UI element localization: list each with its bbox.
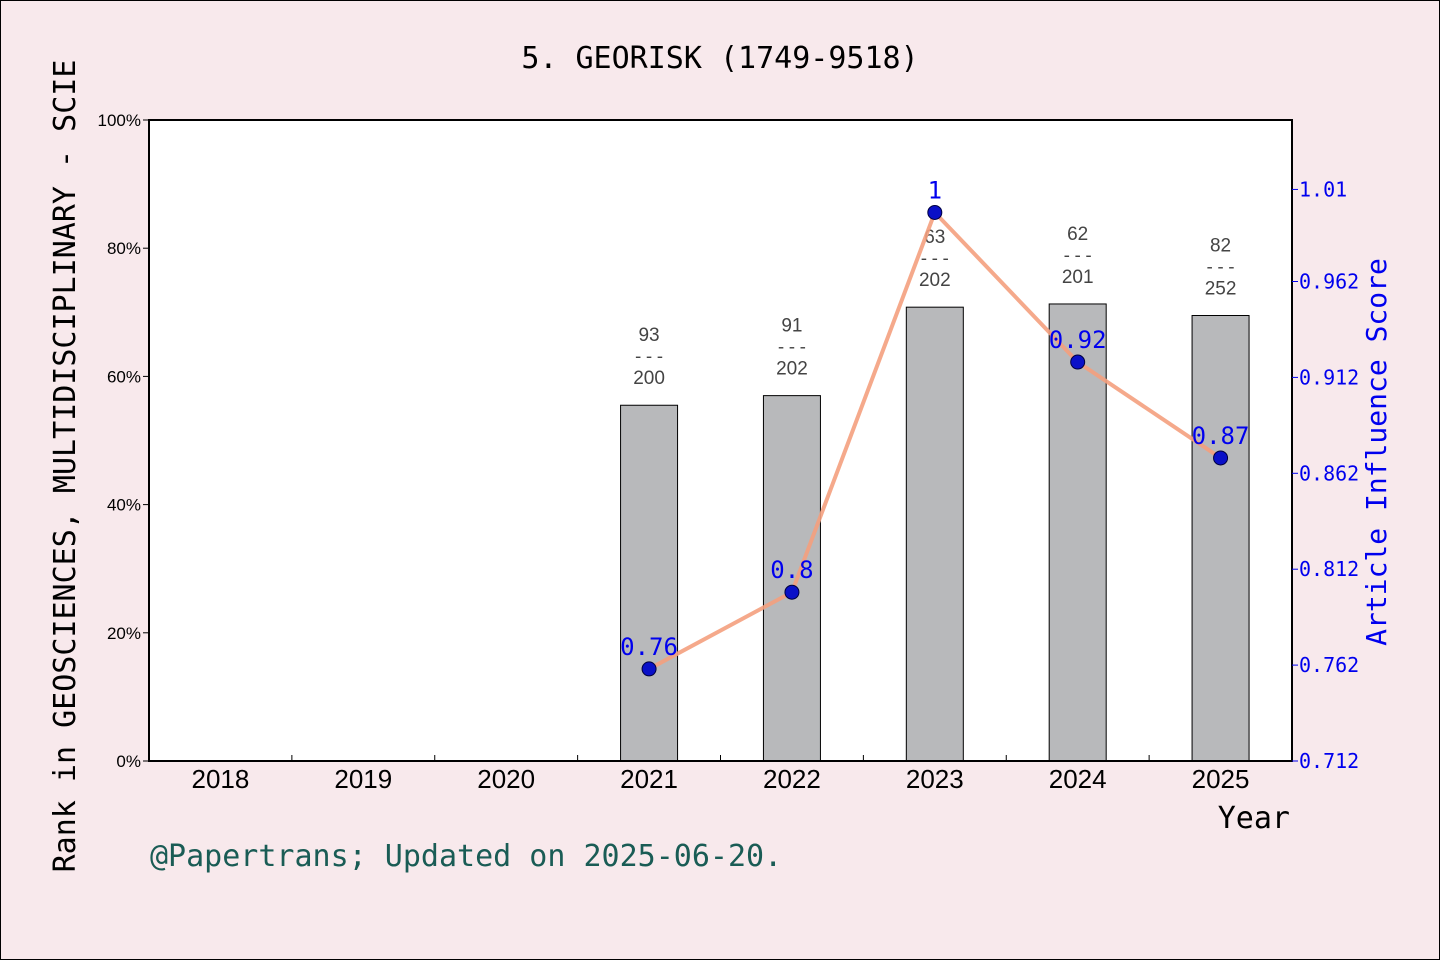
y-tick-label: 100% xyxy=(98,111,141,130)
ais-point xyxy=(1070,354,1086,370)
rank-denominator: 200 xyxy=(633,368,665,389)
x-tick-label: 2018 xyxy=(192,764,250,794)
rank-numerator: 62 xyxy=(1067,224,1088,245)
y-axis-label: Rank in GEOSCIENCES, MULTIDISCIPLINARY -… xyxy=(48,60,83,873)
ais-point xyxy=(927,204,943,220)
rank-denominator: 252 xyxy=(1205,279,1237,300)
x-tick-label: 2019 xyxy=(334,764,392,794)
rank-numerator: 93 xyxy=(638,325,659,346)
ais-value-label: 1 xyxy=(928,176,942,204)
rank-denominator: 202 xyxy=(919,270,951,291)
ais-value-label: 0.76 xyxy=(620,633,678,661)
y2-tick-label: 0.812 xyxy=(1299,557,1359,581)
rank-numerator: 91 xyxy=(781,316,802,337)
rank-bar xyxy=(1191,315,1250,762)
x-tick-label: 2025 xyxy=(1192,764,1250,794)
x-tick-label: 2020 xyxy=(477,764,535,794)
ais-value-label: 0.87 xyxy=(1192,422,1250,450)
ais-point xyxy=(784,584,800,600)
y2-tick-label: 0.762 xyxy=(1299,653,1359,677)
y2-axis-label: Article Influence Score xyxy=(1360,258,1393,646)
rank-denominator: 202 xyxy=(776,359,808,380)
x-tick-label: 2024 xyxy=(1049,764,1107,794)
fraction-separator: --- xyxy=(1204,257,1237,278)
y-tick-label: 20% xyxy=(107,624,141,643)
y2-tick-label: 1.01 xyxy=(1299,177,1347,201)
y2-tick-label: 0.862 xyxy=(1299,461,1359,485)
rank-denominator: 201 xyxy=(1062,267,1094,288)
y2-tick-label: 0.962 xyxy=(1299,269,1359,293)
ais-point xyxy=(1213,450,1229,466)
x-tick-label: 2021 xyxy=(620,764,678,794)
y-tick-label: 0% xyxy=(116,752,141,771)
left-axis-ticks: 0% 20% 40% 60% 80% 100% xyxy=(98,111,149,771)
y-tick-label: 80% xyxy=(107,239,141,258)
bars-group xyxy=(620,303,1250,762)
chart-title: 5. GEORISK (1749-9518) xyxy=(521,41,918,76)
rank-bar xyxy=(620,404,679,762)
x-axis-ticks: 2018 2019 2020 2021 2022 2023 2024 2025 xyxy=(192,755,1250,794)
rank-bar xyxy=(905,306,964,762)
x-tick-label: 2023 xyxy=(906,764,964,794)
ais-value-label: 0.92 xyxy=(1049,326,1107,354)
ais-point xyxy=(641,661,657,677)
rank-bar xyxy=(762,395,821,762)
x-tick-label: 2022 xyxy=(763,764,821,794)
ais-line-group: 0.76 0.8 1 0.92 0.87 xyxy=(620,176,1250,677)
footer-credit: @Papertrans; Updated on 2025-06-20. xyxy=(150,839,782,874)
fraction-separator: --- xyxy=(1061,245,1094,266)
ais-value-label: 0.8 xyxy=(770,556,813,584)
fraction-separator: --- xyxy=(919,248,952,269)
fraction-separator: --- xyxy=(776,337,809,358)
y2-tick-label: 0.712 xyxy=(1299,749,1359,773)
y-tick-label: 40% xyxy=(107,496,141,515)
y-tick-label: 60% xyxy=(107,367,141,386)
rank-numerator: 82 xyxy=(1210,236,1231,257)
rank-numerator: 63 xyxy=(924,227,945,248)
right-axis-ticks: 0.712 0.762 0.812 0.862 0.912 0.962 1.01 xyxy=(1292,177,1359,773)
y2-tick-label: 0.912 xyxy=(1299,365,1359,389)
rank-bar xyxy=(1048,303,1107,762)
x-axis-label: Year xyxy=(1218,801,1290,836)
plot-area xyxy=(149,120,1292,761)
fraction-separator: --- xyxy=(633,346,666,367)
